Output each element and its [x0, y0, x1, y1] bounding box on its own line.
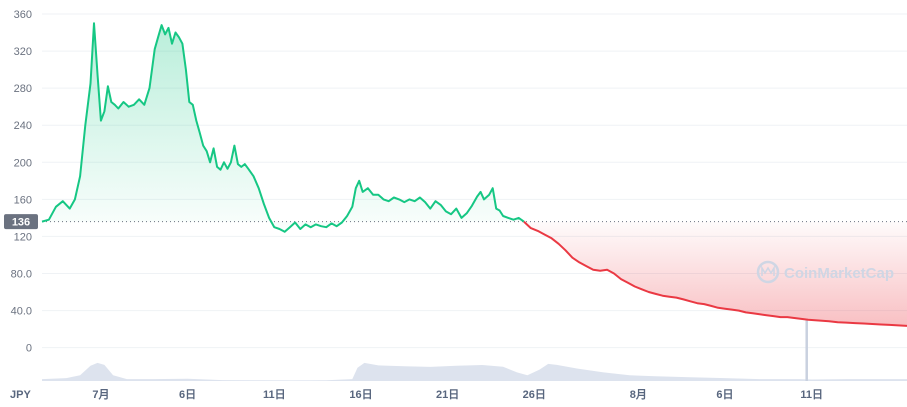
price-line-down: [523, 220, 907, 327]
coinmarketcap-logo-icon: [756, 260, 780, 284]
currency-label: JPY: [10, 389, 31, 401]
watermark-text: CoinMarketCap: [784, 265, 894, 282]
volume-bars: [42, 362, 907, 381]
x-tick-label: 16日: [349, 388, 372, 401]
current-price-label: 136: [12, 217, 30, 229]
price-fill: [42, 23, 907, 326]
y-tick-label: 240: [14, 120, 32, 132]
x-tick-label: 21日: [436, 388, 459, 401]
x-tick-label: 26日: [523, 388, 546, 401]
price-line-up: [41, 22, 525, 233]
y-tick-label: 160: [14, 194, 32, 206]
x-axis: 7月 6日 11日 16日 21日 26日 8月 6日 11日: [92, 388, 823, 401]
coinmarketcap-watermark: CoinMarketCap: [756, 260, 894, 284]
y-tick-label: 120: [14, 231, 32, 243]
current-price-badge: 136: [4, 214, 38, 230]
x-tick-label: 8月: [630, 388, 647, 401]
x-tick-label: 11日: [800, 388, 823, 401]
x-tick-label: 7月: [92, 388, 109, 401]
y-axis: 360 320 280 240 200 160 120 80.0 40.0 0: [11, 9, 32, 355]
y-tick-label: 0: [26, 343, 32, 355]
up-area-fill: [42, 23, 524, 232]
y-tick-label: 200: [14, 157, 32, 169]
y-tick-label: 80.0: [11, 268, 32, 280]
x-tick-label: 6日: [716, 388, 733, 401]
y-tick-label: 360: [14, 9, 32, 21]
x-tick-label: 11日: [263, 388, 286, 401]
volume-spike: [805, 320, 808, 381]
x-tick-label: 6日: [179, 388, 196, 401]
down-area-fill: [523, 221, 907, 326]
price-lines: [41, 22, 907, 327]
y-tick-label: 280: [14, 83, 32, 95]
volume-area: [42, 320, 907, 381]
y-tick-label: 320: [14, 46, 32, 58]
y-tick-label: 40.0: [11, 306, 32, 318]
